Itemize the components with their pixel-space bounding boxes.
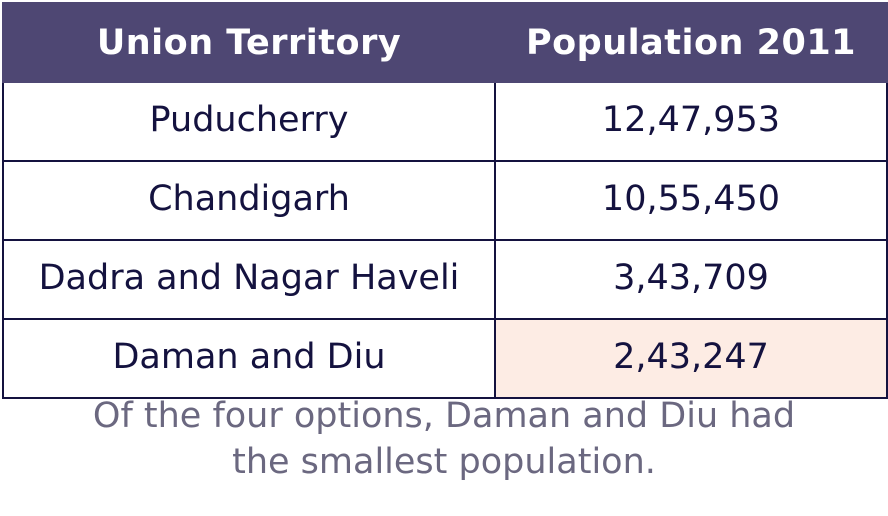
table-row: Dadra and Nagar Haveli 3,43,709 xyxy=(2,239,888,320)
cell-population: 10,55,450 xyxy=(494,160,888,241)
cell-population-highlighted: 2,43,247 xyxy=(494,318,888,399)
table-row: Daman and Diu 2,43,247 xyxy=(2,318,888,399)
caption-line-2: the smallest population. xyxy=(232,442,656,482)
header-population-2011: Population 2011 xyxy=(494,2,888,83)
caption-line-1: Of the four options, Daman and Diu had xyxy=(92,396,796,436)
explanation-caption: Of the four options, Daman and Diu had t… xyxy=(0,393,888,485)
table-header-row: Union Territory Population 2011 xyxy=(2,2,888,83)
cell-population: 12,47,953 xyxy=(494,81,888,162)
cell-territory: Dadra and Nagar Haveli xyxy=(2,239,496,320)
cell-territory: Chandigarh xyxy=(2,160,496,241)
population-table-container: Union Territory Population 2011 Puducher… xyxy=(2,2,888,399)
table-row: Puducherry 12,47,953 xyxy=(2,81,888,162)
population-table: Union Territory Population 2011 Puducher… xyxy=(2,2,888,399)
header-union-territory: Union Territory xyxy=(2,2,496,83)
cell-territory: Puducherry xyxy=(2,81,496,162)
cell-population: 3,43,709 xyxy=(494,239,888,320)
cell-territory: Daman and Diu xyxy=(2,318,496,399)
table-row: Chandigarh 10,55,450 xyxy=(2,160,888,241)
